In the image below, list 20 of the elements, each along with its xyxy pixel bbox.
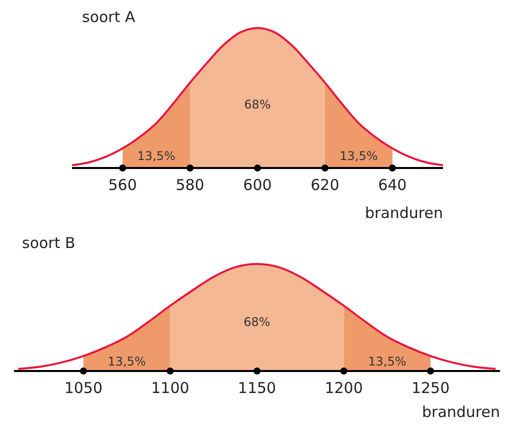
- x-tick-label: 1150: [238, 379, 276, 397]
- chart-title: soort A: [82, 8, 136, 26]
- x-tick-label: 620: [310, 176, 340, 194]
- x-axis-title: branduren: [365, 204, 443, 222]
- band-label: 68%: [244, 315, 270, 330]
- x-tick-label: 1050: [64, 379, 103, 397]
- band-label: 13,5%: [108, 354, 146, 369]
- x-tick-label: 560: [108, 176, 137, 194]
- x-tick-label: 1200: [324, 379, 363, 397]
- x-tick-label: 1100: [151, 379, 190, 397]
- x-tick-label: 600: [243, 176, 272, 194]
- x-tick-label: 1250: [411, 379, 450, 397]
- band-label: 13,5%: [368, 354, 406, 369]
- band-label: 13,5%: [340, 148, 378, 163]
- band-label: 68%: [244, 97, 271, 112]
- x-tick-label: 580: [176, 176, 204, 194]
- chart-title: soort B: [22, 234, 76, 252]
- x-axis-title: branduren: [422, 403, 500, 421]
- band-label: 13,5%: [137, 148, 176, 163]
- x-tick-label: 640: [378, 176, 407, 194]
